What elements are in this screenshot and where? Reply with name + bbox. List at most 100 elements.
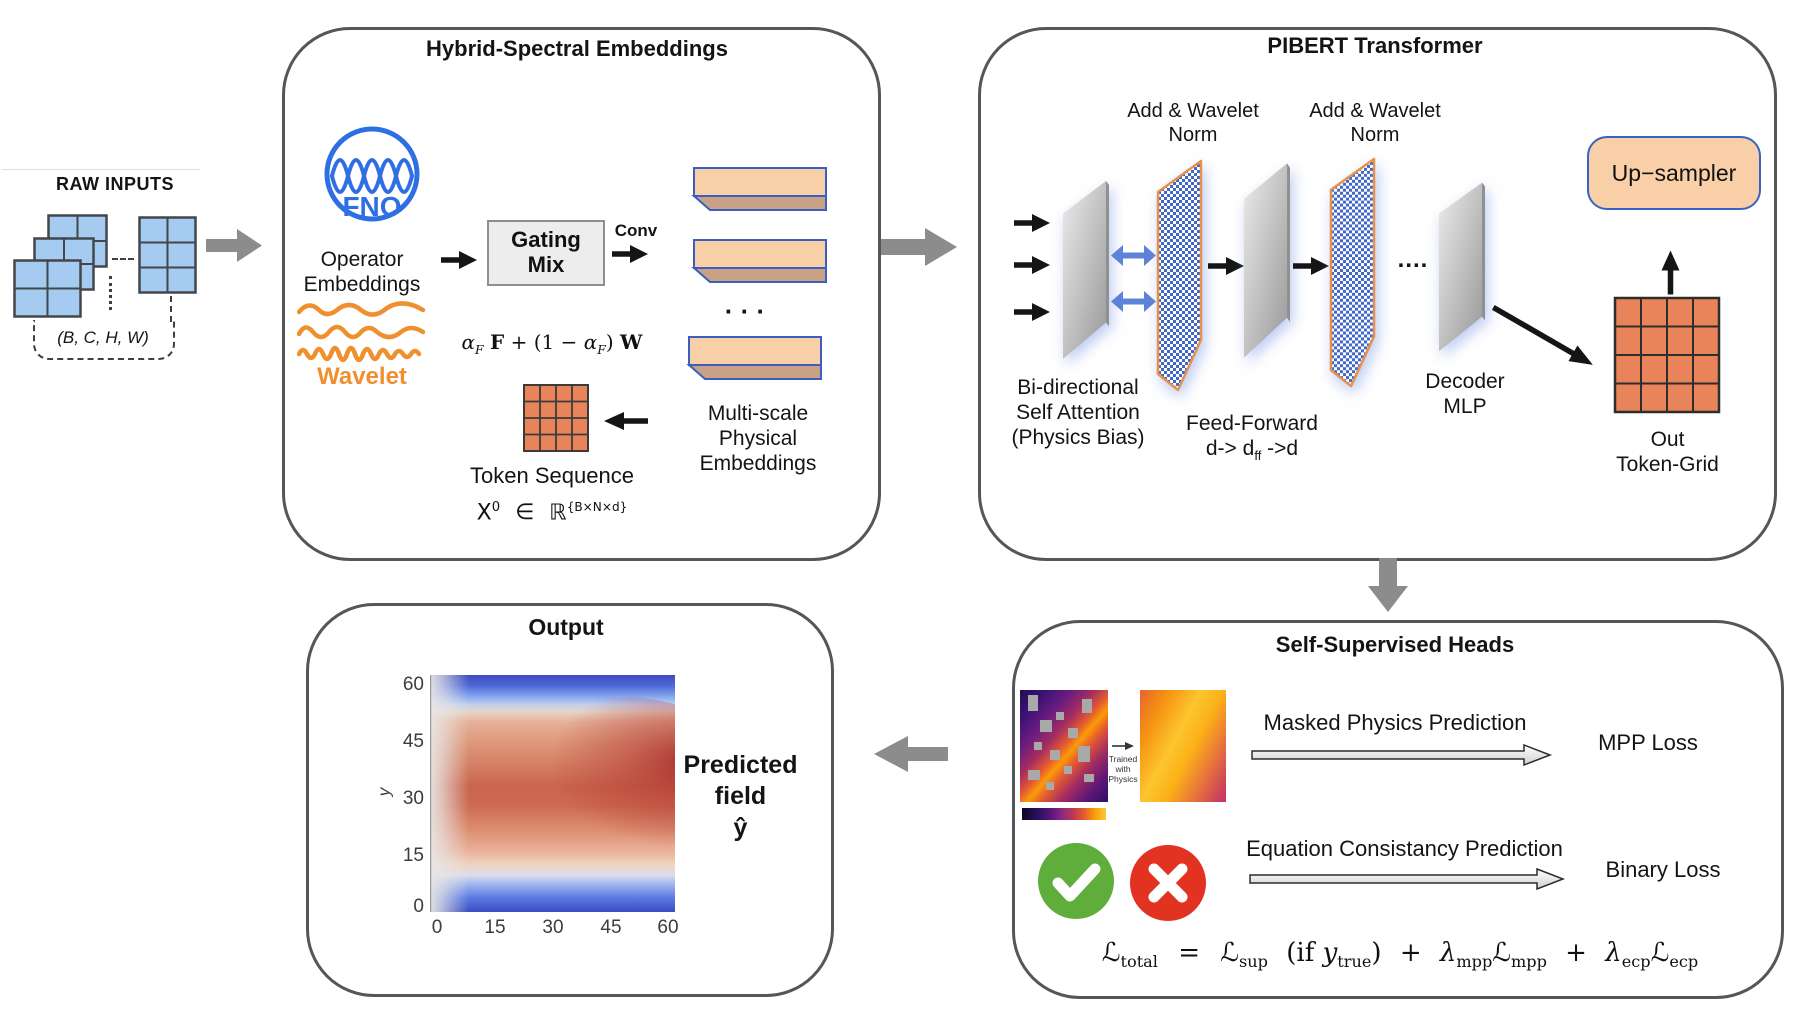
embedding-bar-1 [691,167,827,211]
arrow-grid-to-upsampler [1660,250,1687,295]
token-grid [523,384,589,452]
y-tick-45: 45 [402,731,424,752]
ff-pre: d-> d [1205,436,1255,460]
block-arrow-heads-to-output [874,736,948,772]
check-icon [1038,843,1114,919]
mix-formula: αF F + (1 − αF) W [452,330,652,358]
bi-directional-arrow-2 [1111,291,1156,312]
token-math-x: X [476,500,492,526]
mix-sub1: F [475,342,484,357]
token-math-in: ∈ [515,500,535,526]
embedding-bar-2 [691,239,827,283]
out-token-grid [1613,296,1721,414]
predicted-field-label: Predicted field ŷ [678,750,803,844]
x-tick-45: 45 [600,917,622,938]
decoder-label-line2: MLP [1443,394,1487,418]
multiscale-label: Multi-scale Physical Embeddings [688,402,828,476]
divider-line [2,169,200,170]
mpp-label: Masked Physics Prediction [1263,710,1527,735]
mix-sub2: F [597,342,606,357]
mix-mid: + (1 − [510,330,578,354]
raw-grid-front [13,259,82,318]
raw-dashed-line-right [170,296,172,322]
multiscale-label-line1: Multi-scale [707,402,809,425]
decoder-label: Decoder MLP [1415,370,1515,420]
ff-post: ->d [1267,436,1299,460]
attention-slab [1063,180,1109,360]
loss-lambda1: λ [1439,938,1457,968]
upsampler-label: Up−sampler [1611,159,1737,186]
operator-label-line1: Operator [320,248,404,271]
operator-label-line2: Embeddings [303,272,421,296]
gating-label-line2: Mix [527,252,565,277]
decoder-slab [1439,182,1485,352]
arrow-bars-to-token [604,412,648,430]
mix-F: F [490,330,505,354]
attention-label: Bi-directional Self Attention (Physics B… [1003,376,1153,450]
hybrid-box [282,27,881,561]
x-tick-0: 0 [431,917,443,938]
raw-shape-label: (B, C, H, W) [57,328,149,347]
x-tick-30: 30 [542,917,564,938]
trained-note: Trained with Physics [1106,754,1140,784]
wavelet-norm-2-line1: Add & Wavelet [1309,100,1441,122]
x-tick-15: 15 [484,917,506,938]
pibert-layer-dots: .... [1397,246,1429,273]
arrow-conv [612,245,648,263]
attention-label-line3: (Physics Bias) [1011,425,1145,449]
y-tick-15: 15 [402,845,424,866]
wavelet-norm-1-line1: Add & Wavelet [1127,100,1259,122]
loss-close: ) [1371,938,1382,968]
fno-label: FNO [342,191,401,222]
wavelet-norm-label-2: Add & Wavelet Norm [1300,100,1450,147]
loss-L-total: ℒ [1101,938,1121,968]
mix-close: ) [605,330,614,354]
loss-plus2: + [1565,938,1587,968]
input-arrow-2 [1014,256,1050,274]
predicted-field-heatmap [430,675,675,912]
loss-sub-sup: sup [1239,952,1268,972]
raw-grid-right [138,216,197,294]
mix-W: W [620,330,643,354]
wavelet-norm-slab-2 [1329,157,1376,388]
loss-lambda2: λ [1605,938,1622,968]
loss-L-sup: ℒ [1220,938,1239,968]
arrow-norm1-to-ff [1208,257,1244,275]
y-tick-0: 0 [413,896,424,917]
loss-sub-true: true [1337,952,1372,972]
out-token-grid-label: Out Token-Grid [1605,428,1730,478]
y-axis-label: y [374,787,394,797]
loss-y: y [1322,938,1338,968]
trained-note-line2: with [1115,763,1131,774]
wavelet-icon [297,301,426,362]
pibert-box [978,27,1777,561]
input-arrow-3 [1014,303,1050,321]
loss-L-ecp: ℒ [1650,938,1670,968]
loss-formula: ℒtotal = ℒsup (if ytrue) + λmppℒmpp + λe… [1085,938,1715,971]
token-math: X0 ∈ ℝ{B×N×d} [452,500,652,526]
wavelet-label: Wavelet [317,363,407,390]
decoder-label-line1: Decoder [1425,370,1505,393]
trained-arrow-icon [1112,742,1134,750]
token-math-sup0: 0 [491,500,501,515]
pibert-title: PIBERT Transformer [1267,33,1483,58]
input-arrow-1 [1014,214,1050,232]
fno-icon: FNO [324,126,420,222]
block-arrow-raw-to-hybrid [206,229,262,262]
out-label-line1: Out [1650,428,1685,451]
multiscale-label-line3: Embeddings [699,451,817,475]
self-supervised-box [1012,620,1784,999]
raw-dash-connector [112,258,134,260]
operator-label: Operator Embeddings [292,248,432,298]
token-sequence-label: Token Sequence [470,463,634,488]
predicted-line2: field [714,782,767,811]
loss-L-mpp-sub: mpp [1511,952,1547,972]
gating-label-line1: Gating [511,227,581,253]
raw-inputs-title: RAW INPUTS [55,174,174,194]
block-arrow-hybrid-to-pibert [881,228,957,266]
feed-forward-slab [1244,163,1290,358]
multiscale-label-line2: Physical [718,426,798,450]
mpp-arrow [1251,743,1553,767]
hybrid-title: Hybrid-Spectral Embeddings [426,36,728,61]
mpp-loss-label: MPP Loss [1598,730,1698,755]
